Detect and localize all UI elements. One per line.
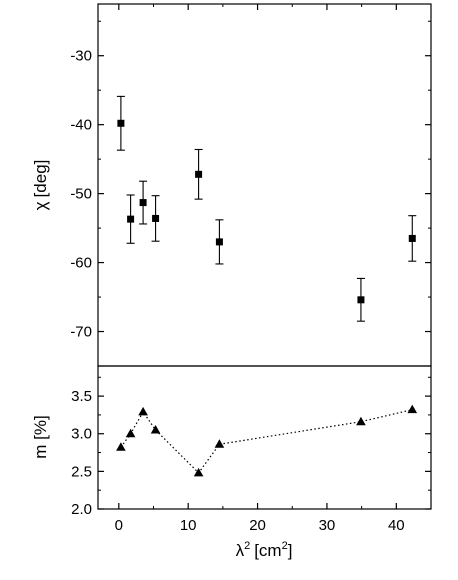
x-unit-close: ] (288, 541, 293, 560)
x-unit-exponent: 2 (282, 540, 288, 552)
chi-data-point (151, 195, 160, 242)
chi-data-point (194, 148, 203, 200)
triangle-marker (150, 424, 161, 434)
chi-data-point (126, 194, 135, 244)
lambda-exponent: 2 (244, 540, 250, 552)
chi-data-point (139, 180, 148, 225)
chi-y-tick-label: -50 (70, 186, 92, 203)
chi-y-tick-label: -30 (70, 48, 92, 65)
chi-y-tick-label: -70 (70, 324, 92, 341)
square-marker (408, 234, 416, 242)
chi-data-point (356, 277, 365, 322)
x-tick-label: 0 (115, 517, 123, 534)
x-tick-label: 40 (388, 517, 405, 534)
triangle-marker (125, 428, 136, 438)
square-marker (139, 199, 147, 207)
m-y-axis: 2.0 2.5 3.0 3.5 (71, 376, 431, 518)
m-panel: 2.02.53.03.5 0 10 20 30 40 m [%] λ2 [cm2] (31, 4, 432, 560)
x-tick-label: 10 (180, 517, 197, 534)
x-unit: [cm (254, 541, 281, 560)
m-plot-frame (97, 365, 432, 510)
chi-axis-title: χ [deg] (31, 160, 50, 211)
m-y-tick-label: 3.0 (71, 426, 92, 443)
triangle-marker (407, 404, 418, 414)
m-data-points (116, 404, 418, 477)
triangle-marker (193, 467, 204, 477)
chi-data-point (408, 215, 417, 262)
triangle-marker (356, 416, 366, 426)
chi-y-tick-label: -40 (70, 117, 92, 134)
x-tick-label: 20 (249, 517, 266, 534)
chi-y-tick-label: -60 (70, 255, 92, 272)
triangle-marker (214, 439, 225, 448)
lambda-symbol: λ (236, 541, 245, 560)
triangle-marker (138, 406, 148, 416)
x-tick-label: 30 (319, 517, 336, 534)
triangle-marker (116, 442, 126, 451)
m-y-tick-label: 3.5 (71, 388, 92, 405)
chi-data-points (116, 95, 417, 322)
x-axis-title: λ2 [cm2] (236, 540, 293, 560)
chi-y-axis: -30 -40 -50 -60 -70 (70, 20, 431, 341)
chi-panel: -30 -40 -50 -60 -70 χ [deg] (31, 3, 432, 367)
x-axis: 0 10 20 30 40 (115, 4, 405, 534)
square-marker (215, 238, 223, 246)
m-series-line (120, 409, 413, 474)
square-marker (357, 296, 365, 304)
m-y-tick-label: 2.0 (71, 501, 92, 518)
square-marker (117, 119, 125, 127)
chi-unit: [deg] (31, 160, 50, 198)
m-axis-title: m [%] (31, 415, 50, 458)
chi-data-point (215, 219, 224, 265)
square-marker (127, 215, 135, 223)
chi-plot-frame (97, 3, 432, 367)
square-marker (195, 170, 203, 178)
chi-data-point (116, 95, 125, 151)
m-y-tick-label: 2.5 (71, 463, 92, 480)
chi-symbol: χ (31, 201, 50, 210)
square-marker (152, 214, 160, 222)
